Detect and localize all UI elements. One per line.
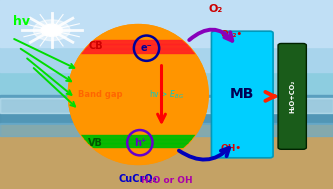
Text: OH•: OH• bbox=[221, 144, 242, 153]
Text: hv > $E_{BG}$: hv > $E_{BG}$ bbox=[149, 88, 184, 101]
Text: MB: MB bbox=[230, 88, 254, 101]
Text: e⁻: e⁻ bbox=[141, 43, 153, 53]
Circle shape bbox=[33, 20, 70, 41]
Bar bbox=[65, 44, 211, 48]
Bar bbox=[0, 0, 333, 47]
Bar bbox=[0, 125, 333, 189]
Bar bbox=[0, 123, 333, 136]
Circle shape bbox=[41, 24, 62, 36]
Text: CB: CB bbox=[88, 41, 103, 51]
Text: O₂: O₂ bbox=[208, 4, 222, 14]
Text: CuCrO₂: CuCrO₂ bbox=[119, 174, 158, 184]
Ellipse shape bbox=[68, 25, 208, 164]
Bar bbox=[65, 143, 211, 147]
Text: Band gap: Band gap bbox=[78, 90, 122, 99]
FancyArrowPatch shape bbox=[179, 148, 229, 160]
FancyBboxPatch shape bbox=[211, 31, 273, 158]
Text: VB: VB bbox=[88, 138, 103, 148]
Bar bbox=[0, 98, 333, 113]
FancyArrowPatch shape bbox=[189, 30, 232, 41]
Bar bbox=[65, 49, 211, 53]
Text: h⁺: h⁺ bbox=[134, 138, 146, 148]
Bar bbox=[0, 0, 333, 72]
Ellipse shape bbox=[68, 25, 208, 164]
Bar bbox=[65, 135, 211, 139]
Text: O⁻₂•: O⁻₂• bbox=[220, 29, 242, 39]
Bar bbox=[0, 94, 333, 132]
Bar bbox=[65, 40, 211, 44]
Bar bbox=[65, 139, 211, 143]
FancyBboxPatch shape bbox=[278, 43, 306, 149]
Text: H₂O+CO₂: H₂O+CO₂ bbox=[289, 80, 295, 113]
Text: H₂O or OH: H₂O or OH bbox=[141, 176, 192, 185]
Text: hv: hv bbox=[13, 15, 30, 28]
Bar bbox=[0, 0, 333, 110]
Bar bbox=[0, 100, 333, 123]
